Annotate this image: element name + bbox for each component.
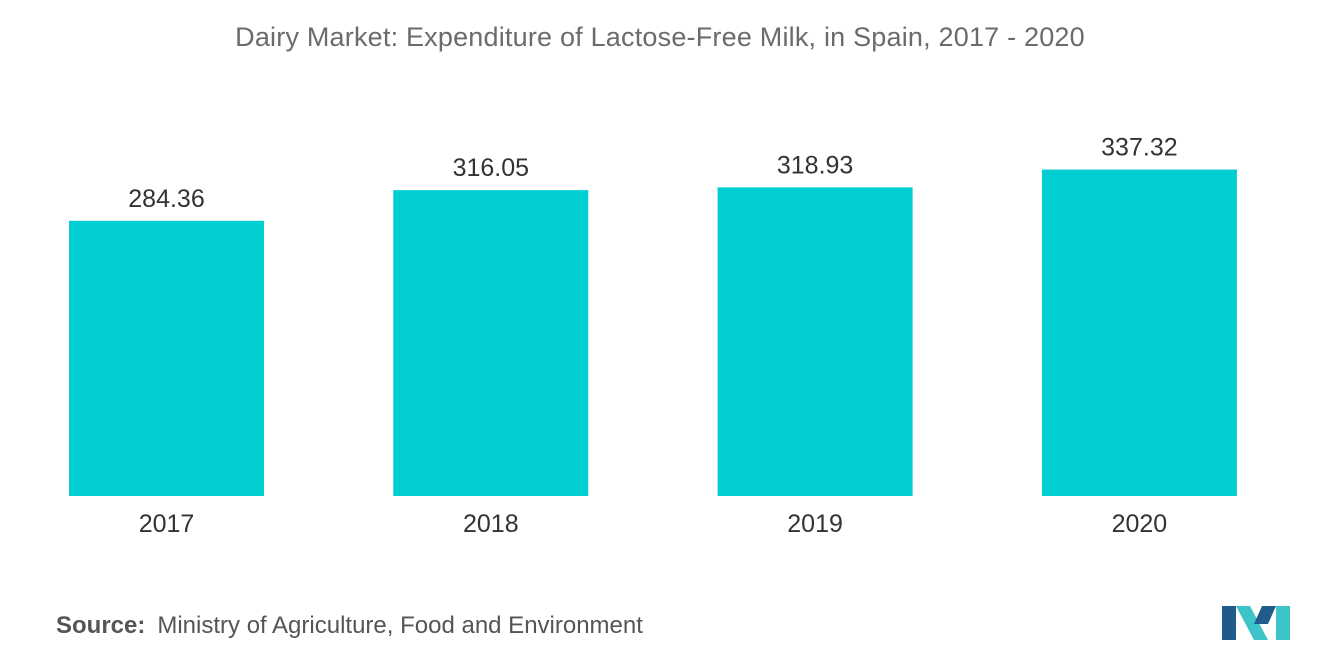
category-labels-group: 2017 2018 2019 2020 <box>139 510 1168 538</box>
bar-2019 <box>717 187 913 496</box>
source-note: Source: Ministry of Agriculture, Food and… <box>56 612 643 640</box>
category-label-2017: 2017 <box>139 510 195 538</box>
value-label-2019: 318.93 <box>777 151 853 179</box>
bar-2020 <box>1041 169 1237 497</box>
category-label-2020: 2020 <box>1112 510 1168 538</box>
value-label-2020: 337.32 <box>1101 134 1177 162</box>
value-labels-group: 284.36 316.05 318.93 337.32 <box>128 134 1177 213</box>
value-label-2017: 284.36 <box>128 185 204 213</box>
value-label-2018: 316.05 <box>453 154 529 182</box>
source-text: Ministry of Agriculture, Food and Enviro… <box>157 612 643 639</box>
bar-2017 <box>69 220 264 496</box>
chart-title: Dairy Market: Expenditure of Lactose-Fre… <box>235 22 1085 52</box>
bar-2018 <box>393 190 589 497</box>
source-label: Source: <box>56 612 146 639</box>
bars-group <box>69 169 1237 497</box>
category-label-2018: 2018 <box>463 510 519 538</box>
category-label-2019: 2019 <box>787 510 843 538</box>
mordor-intelligence-logo-icon <box>1222 606 1290 640</box>
